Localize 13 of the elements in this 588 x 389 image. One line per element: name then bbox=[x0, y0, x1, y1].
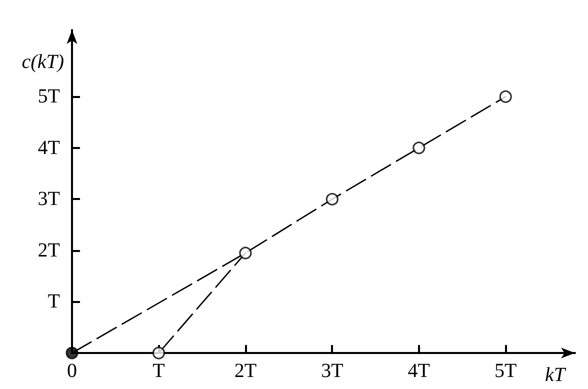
y-tick-label: 5T bbox=[38, 86, 60, 108]
x-tick-label: T bbox=[152, 360, 165, 382]
x-tick-label: 5T bbox=[494, 360, 517, 382]
y-axis-title: c(kT) bbox=[22, 51, 64, 73]
x-tick-label: 3T bbox=[321, 360, 344, 382]
x-tick-label: 0 bbox=[67, 360, 77, 382]
x-axis-title: kT bbox=[545, 364, 567, 386]
x-tick-label: 2T bbox=[234, 360, 257, 382]
y-tick-label: 4T bbox=[38, 136, 60, 159]
y-tick-label: 2T bbox=[38, 239, 60, 262]
y-tick-label: T bbox=[48, 290, 60, 313]
x-tick-label: 4T bbox=[408, 360, 430, 382]
y-tick-label: 3T bbox=[38, 188, 60, 210]
